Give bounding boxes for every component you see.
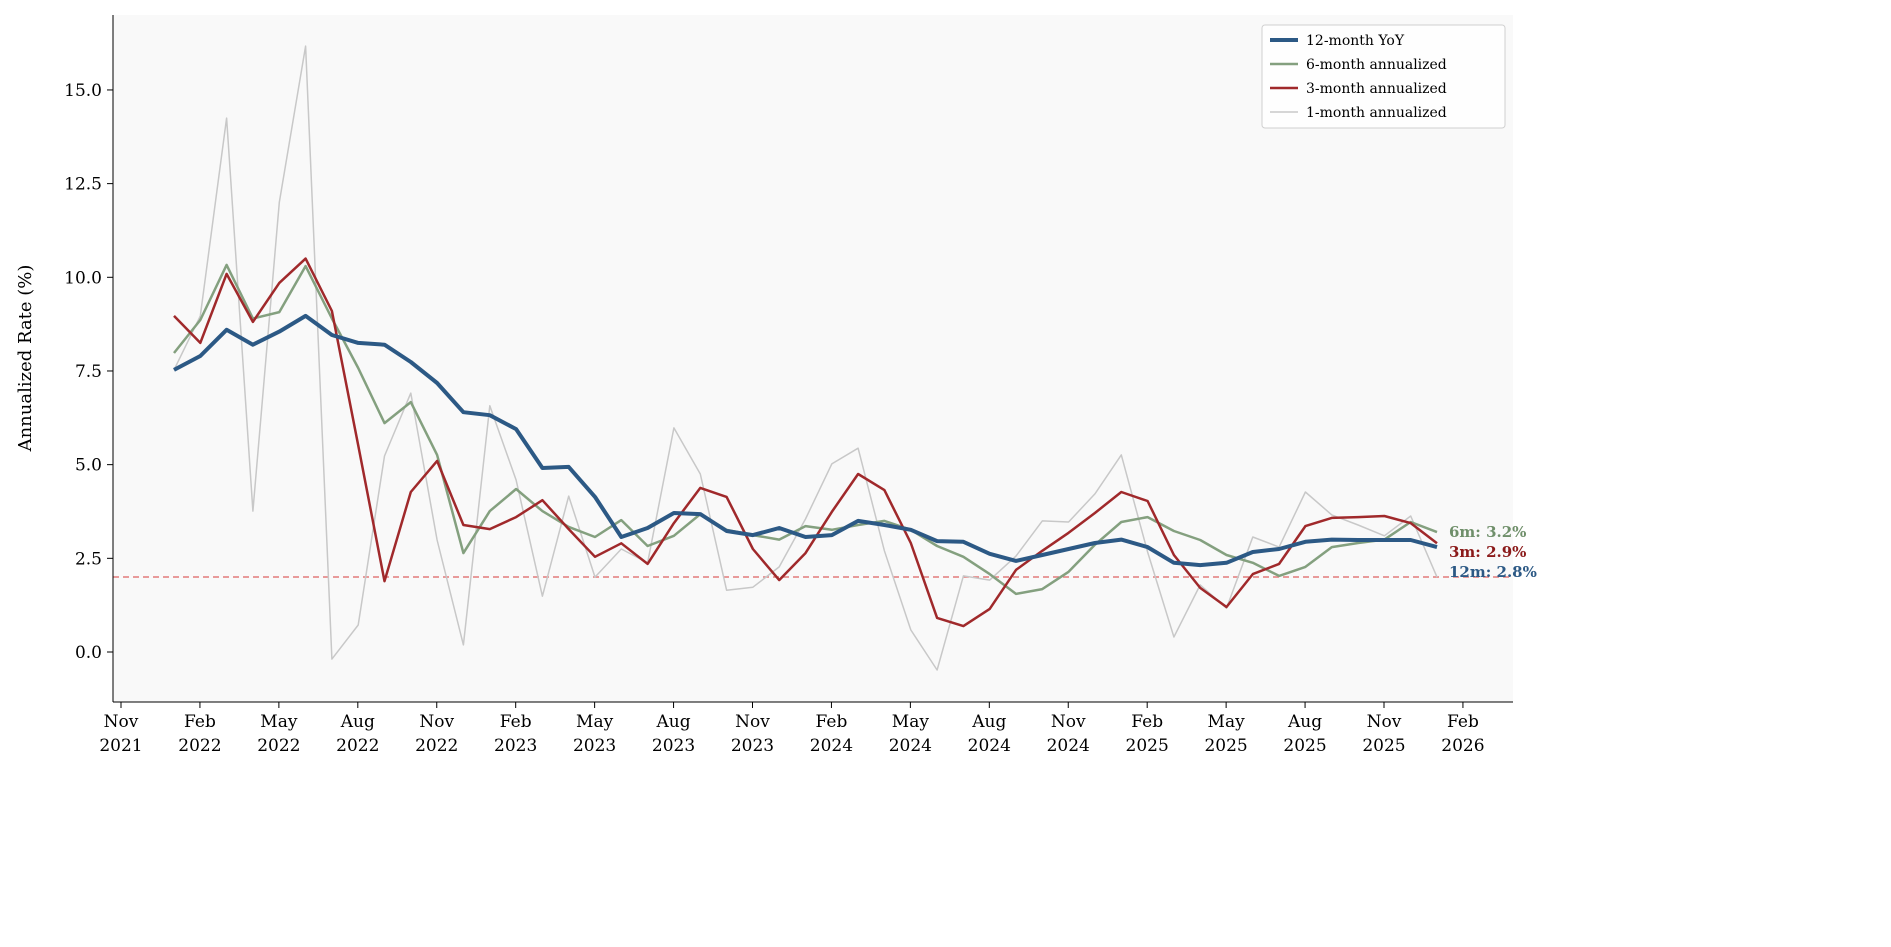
legend-box [1261,24,1506,129]
y-tick-label: 2.5 [75,549,102,569]
legend: 12-month YoY 6-month annualized 3-month an… [1261,24,1506,129]
series-line-6-month-annualized [173,263,1438,596]
legend-label: 3-month annualized [1306,81,1447,97]
series-line-3-month-annualized [173,257,1438,628]
x-tick-label: Aug 2024 [968,712,1011,756]
x-tick-label: Nov 2024 [1047,712,1090,756]
y-tick-label: 5.0 [75,456,102,476]
x-tick-label: Nov 2023 [731,712,774,756]
x-tick-label: Feb 2022 [178,712,221,756]
x-tick-label: Feb 2023 [494,712,537,756]
x-tick-label: Feb 2026 [1441,712,1484,756]
legend-label: 12-month YoY [1306,33,1405,49]
x-tick-label: Nov 2025 [1362,712,1405,756]
legend-label: 6-month annualized [1306,57,1447,73]
x-tick-label: Nov 2021 [99,712,142,756]
x-tick-label: Nov 2022 [415,712,458,756]
x-tick-label: Aug 2023 [652,712,695,756]
plot-area [113,15,1513,702]
x-tick-label: May 2025 [1204,712,1247,756]
end-value-label: 6m: 3.2% [1449,523,1526,541]
end-value-label: 12m: 2.8% [1449,563,1537,581]
x-tick-label: Aug 2022 [336,712,379,756]
y-tick-label: 10.0 [64,268,102,288]
x-tick-label: Feb 2024 [810,712,853,756]
end-value-label: 3m: 2.9% [1449,543,1526,561]
x-tick-label: May 2022 [257,712,300,756]
y-axis-label: Annualized Rate (%) [15,265,36,453]
y-tick-label: 0.0 [75,643,102,663]
y-tick-label: 7.5 [75,362,102,382]
x-tick-label: May 2024 [889,712,932,756]
series-line-12-month-yoy [173,313,1438,568]
x-tick-label: Feb 2025 [1126,712,1169,756]
legend-label: 1-month annualized [1306,105,1447,121]
y-tick-label: 15.0 [64,81,102,101]
x-tick-label: May 2023 [573,712,616,756]
x-tick-label: Aug 2025 [1283,712,1326,756]
y-tick-label: 12.5 [64,175,102,195]
